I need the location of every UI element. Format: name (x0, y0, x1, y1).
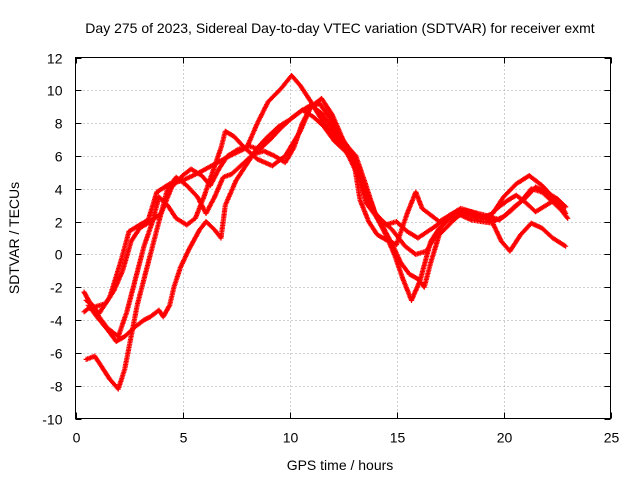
data-series-track-5 (83, 107, 569, 310)
y-tick-label: 0 (55, 247, 63, 263)
data-series-track-3 (83, 100, 569, 392)
data-point-markers (83, 100, 569, 392)
y-tick-label: 6 (55, 149, 63, 165)
x-tick-label: 20 (497, 430, 513, 446)
y-tick-label: -10 (42, 412, 62, 428)
data-point-markers (83, 107, 569, 310)
y-tick-label: 2 (55, 215, 63, 231)
y-tick-label: 4 (55, 182, 63, 198)
x-tick-label: 25 (604, 430, 620, 446)
y-tick-label: -4 (50, 313, 63, 329)
x-tick-label: 5 (180, 430, 188, 446)
data-layer (81, 73, 571, 392)
y-tick-label: -6 (50, 346, 63, 362)
x-axis-label: GPS time / hours (287, 457, 394, 473)
y-tick-label: 12 (47, 51, 63, 67)
x-tick-label: 15 (390, 430, 406, 446)
plot-frame (75, 57, 611, 419)
y-tick-label: -2 (50, 280, 63, 296)
tick-layer: 0 5 10 15 20 25 -10 -8 -6 -4 -2 0 2 4 6 8 10 12 (42, 51, 619, 446)
chart-title: Day 275 of 2023, Sidereal Day-to-day VTE… (85, 20, 594, 36)
y-tick-label: 8 (55, 116, 63, 132)
x-tick-label: 10 (283, 430, 299, 446)
y-tick-label: -8 (50, 379, 63, 395)
x-tick-label: 0 (73, 430, 81, 446)
y-axis-label: SDTVAR / TECUs (6, 182, 22, 294)
y-tick-label: 10 (47, 83, 63, 99)
